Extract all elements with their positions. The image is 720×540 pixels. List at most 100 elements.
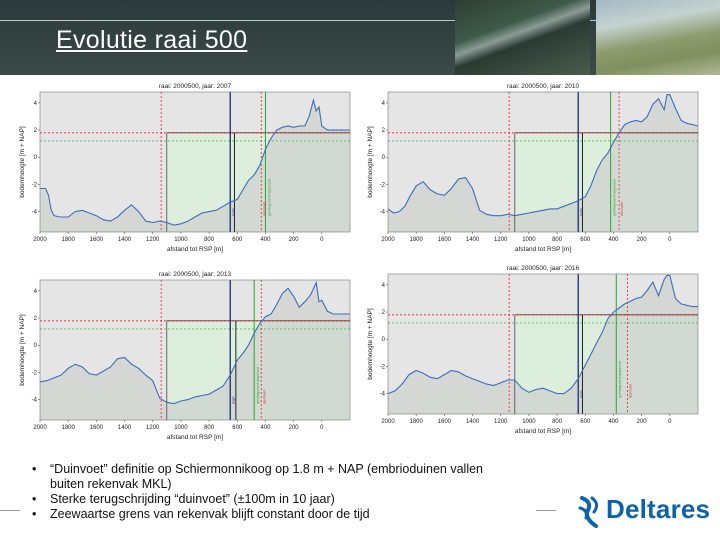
x-tick-label-1: 1800 [410,419,424,425]
plot-frame [387,91,699,233]
chart-title: raai: 2000500, jaar: 2013 [159,271,232,278]
x-tick-label-5: 1000 [522,419,536,425]
y-tick-label-1: -2 [32,182,38,188]
x-tick-label-8: 400 [260,425,271,431]
x-tick-label-4: 1200 [494,419,508,425]
slide-title: Evolutie raai 500 [56,26,248,54]
x-tick-label-2: 1600 [90,425,104,431]
x-tick-label-10: 0 [320,425,324,431]
x-tick-label-9: 200 [637,237,648,243]
x-axis-label: afstand tot RSP [m] [515,428,571,435]
y-tick-label-3: 2 [34,128,38,134]
chart-title: raai: 2000500, jaar: 2010 [507,83,580,90]
x-tick-label-4: 1200 [494,237,508,243]
x-tick-label-8: 400 [608,419,619,425]
x-tick-label-10: 0 [668,237,672,243]
vline-label-0: RSP [580,208,584,216]
y-axis-label: bodemhoogte [m + NAP] [367,308,374,380]
y-tick-label-4: 4 [382,283,386,289]
y-tick-label-3: 2 [382,128,386,134]
x-tick-label-9: 200 [289,425,300,431]
y-tick-label-2: 0 [382,337,386,343]
x-tick-label-7: 600 [232,237,243,243]
y-tick-label-3: 2 [382,310,386,316]
y-tick-label-4: 4 [382,101,386,107]
vline-label-2: duinvoet [262,202,266,216]
chart-svg-3: raai: 2000500, jaar: 2013 RSP geïntegreerd… [19,271,351,441]
y-tick-label-2: 0 [382,155,386,161]
chart-title: raai: 2000500, jaar: 2007 [159,83,232,90]
x-tick-label-1: 1800 [62,425,76,431]
footer-rule-right [536,510,556,511]
vline-label-1: geïntegreerd begrensd [612,179,616,215]
bridge-aerial-photo [455,0,590,75]
y-tick-label-4: 4 [34,101,38,107]
x-tick-label-3: 1400 [466,237,480,243]
chart-title: raai: 2000500, jaar: 2016 [507,265,580,272]
x-tick-label-3: 1400 [118,425,132,431]
plot-frame [387,273,699,415]
chart-svg-4: raai: 2000500, jaar: 2016 RSP geïntegreerd… [367,265,699,435]
x-tick-label-5: 1000 [174,425,188,431]
bullet-list: “Duinvoet” definitie op Schiermonnikoog … [30,462,520,522]
x-tick-label-8: 400 [260,237,271,243]
vline-label-2: duinvoet [629,384,633,398]
profile-line [40,98,350,226]
footer-rule-left [0,510,20,511]
x-axis-label: afstand tot RSP [m] [167,434,223,441]
deltares-logo: Deltares [578,494,710,528]
y-tick-label-1: -2 [380,182,386,188]
profile-fill [40,282,350,420]
y-tick-label-2: 0 [34,343,38,349]
x-tick-label-6: 800 [204,237,215,243]
y-axis-label: bodemhoogte [m + NAP] [19,126,26,198]
coast-aerial-photo [596,0,720,75]
y-tick-label-1: -2 [380,364,386,370]
deltares-logo-mark-icon [578,496,599,528]
x-tick-label-10: 0 [668,419,672,425]
x-axis-label: afstand tot RSP [m] [515,246,571,253]
plot-frame [39,279,351,421]
x-tick-label-6: 800 [552,419,563,425]
x-tick-label-10: 0 [320,237,324,243]
x-tick-label-9: 200 [289,237,300,243]
profile-fill [388,94,698,232]
x-tick-label-2: 1600 [438,419,452,425]
x-tick-label-4: 1200 [146,237,160,243]
vline-label-0: RSP [580,390,584,398]
vline-label-2: duinvoet [262,390,266,404]
y-axis-label: bodemhoogte [m + NAP] [367,126,374,198]
x-tick-label-2: 1600 [90,237,104,243]
x-tick-label-1: 1800 [62,237,76,243]
y-tick-label-0: -4 [32,210,38,216]
vline-label-1: geïntegreerd begrensd [618,361,622,397]
vline-label-2: duinvoet [620,202,624,216]
header-banner: Evolutie raai 500 [0,0,720,75]
vline-label-1: geïntegreerd begrensd [267,179,271,215]
x-tick-label-7: 600 [580,419,591,425]
x-tick-label-0: 2000 [33,425,47,431]
profile-line [39,280,350,405]
x-tick-label-1: 1800 [410,237,424,243]
plot-frame [39,91,351,233]
bullet-item-3: Zeewaartse grens van rekenvak blijft con… [30,507,520,522]
y-tick-label-0: -4 [380,210,386,216]
bullet-item-2: Sterke terugschrijding “duinvoet” (±100m… [30,492,520,507]
x-tick-label-3: 1400 [118,237,132,243]
x-tick-label-4: 1200 [146,425,160,431]
y-tick-label-0: -4 [32,398,38,404]
vline-label-0: RSP [232,208,236,216]
profile-fill [388,275,698,414]
y-tick-label-2: 0 [34,155,38,161]
x-tick-label-7: 600 [580,237,591,243]
chart-panel-4: raai: 2000500, jaar: 2016 RSP geïntegreerd… [366,262,702,452]
chart-svg-2: raai: 2000500, jaar: 2010 RSP geïntegreerd… [367,83,699,253]
profile-line [387,274,698,395]
vline-label-0: RSP [232,396,236,404]
chart-panel-3: raai: 2000500, jaar: 2013 RSP geïntegreerd… [18,268,354,458]
x-tick-label-2: 1600 [438,237,452,243]
x-tick-label-5: 1000 [174,237,188,243]
x-tick-label-6: 800 [204,425,215,431]
x-tick-label-3: 1400 [466,419,480,425]
chart-svg-1: raai: 2000500, jaar: 2007 RSP geïntegreerd… [19,83,351,253]
